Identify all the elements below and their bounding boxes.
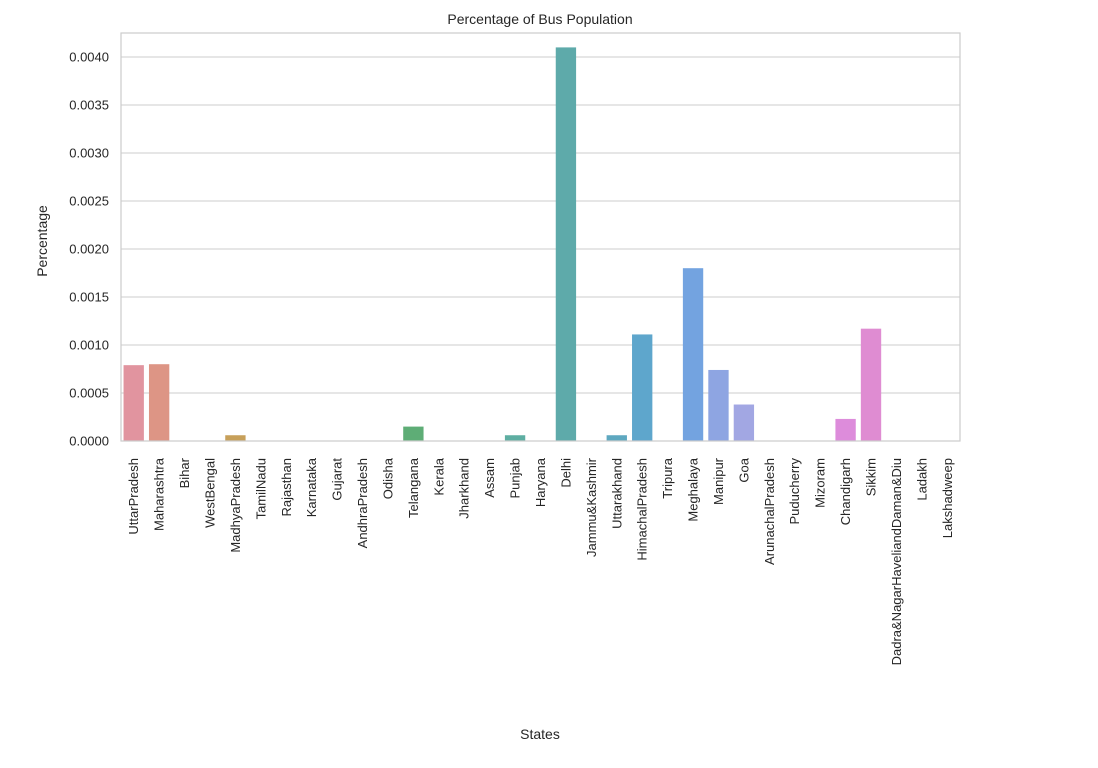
x-tick-label: Goa	[736, 457, 751, 482]
bars	[123, 47, 882, 442]
bar-goa	[733, 404, 755, 441]
x-tick-label: Meghalaya	[686, 457, 701, 521]
x-tick-label: Mizoram	[813, 458, 828, 508]
x-tick-label: Delhi	[558, 458, 573, 488]
x-tick-label: Maharashtra	[152, 457, 167, 531]
plot-frame	[120, 32, 961, 442]
bar-uttarpradesh	[123, 365, 144, 441]
bar-madhyapradesh	[225, 435, 246, 441]
x-tick-label: Ladakh	[914, 458, 929, 501]
y-tick-label: 0.0025	[69, 194, 109, 209]
y-tick-label: 0.0035	[69, 98, 109, 113]
x-tick-label: MadhyaPradesh	[228, 458, 243, 553]
bar-maharashtra	[148, 364, 170, 441]
x-tick-label: Telangana	[406, 457, 421, 518]
x-tick-label: UttarPradesh	[126, 458, 141, 535]
x-tick-label: Puducherry	[787, 458, 802, 525]
chart-title: Percentage of Bus Population	[447, 11, 632, 27]
x-tick-label: Kerala	[431, 457, 446, 495]
x-tick-label: Bihar	[177, 457, 192, 488]
x-axis-title: States	[520, 726, 560, 742]
x-tick-label: ArunachalPradesh	[762, 458, 777, 565]
y-tick-label: 0.0040	[69, 50, 109, 65]
grid-lines	[121, 56, 960, 442]
x-tick-label: Jharkhand	[457, 458, 472, 519]
y-tick-label: 0.0000	[69, 434, 109, 449]
x-tick-label: TamilNadu	[253, 458, 268, 519]
x-tick-label: AndhraPradesh	[355, 458, 370, 548]
x-tick-label: Chandigarh	[838, 458, 853, 525]
x-tick-label: Jammu&Kashmir	[584, 457, 599, 557]
x-tick-labels: UttarPradesh Maharashtra Bihar WestBengal Ma…	[126, 457, 955, 665]
y-tick-label: 0.0010	[69, 338, 109, 353]
x-tick-label: Karnataka	[304, 457, 319, 517]
bar-himachalpradesh	[632, 334, 653, 441]
x-tick-label: Punjab	[508, 458, 523, 498]
bar-manipur	[708, 369, 729, 441]
x-tick-label: Odisha	[380, 457, 395, 499]
bar-sikkim	[860, 328, 882, 441]
y-tick-label: 0.0015	[69, 290, 109, 305]
x-tick-label: Sikkim	[864, 458, 879, 496]
y-tick-label: 0.0030	[69, 146, 109, 161]
y-tick-label: 0.0020	[69, 242, 109, 257]
y-tick-label: 0.0005	[69, 386, 109, 401]
x-tick-label: Assam	[482, 458, 497, 498]
x-tick-label: Uttarakhand	[609, 458, 624, 529]
x-tick-label: Gujarat	[330, 458, 345, 501]
bar-meghalaya	[682, 268, 704, 441]
x-tick-label: Dadra&NagarHaveliandDaman&Diu	[889, 458, 904, 665]
x-tick-label: Lakshadweep	[940, 458, 955, 538]
x-tick-label: Haryana	[533, 457, 548, 507]
bar-punjab	[504, 435, 526, 441]
x-tick-label: Rajasthan	[279, 458, 294, 517]
y-axis-title: Percentage	[34, 205, 50, 277]
x-tick-label: Manipur	[711, 457, 726, 505]
x-tick-label: HimachalPradesh	[635, 458, 650, 561]
bar-delhi	[555, 47, 577, 442]
x-tick-label: WestBengal	[202, 458, 217, 528]
bar-uttarakhand	[606, 435, 627, 441]
bar-telangana	[403, 426, 424, 441]
bar-chandigarh	[835, 418, 856, 441]
y-tick-labels: 0.0000 0.0005 0.0010 0.0015 0.0020 0.0025 0.00…	[69, 50, 109, 449]
x-tick-label: Tripura	[660, 457, 675, 498]
